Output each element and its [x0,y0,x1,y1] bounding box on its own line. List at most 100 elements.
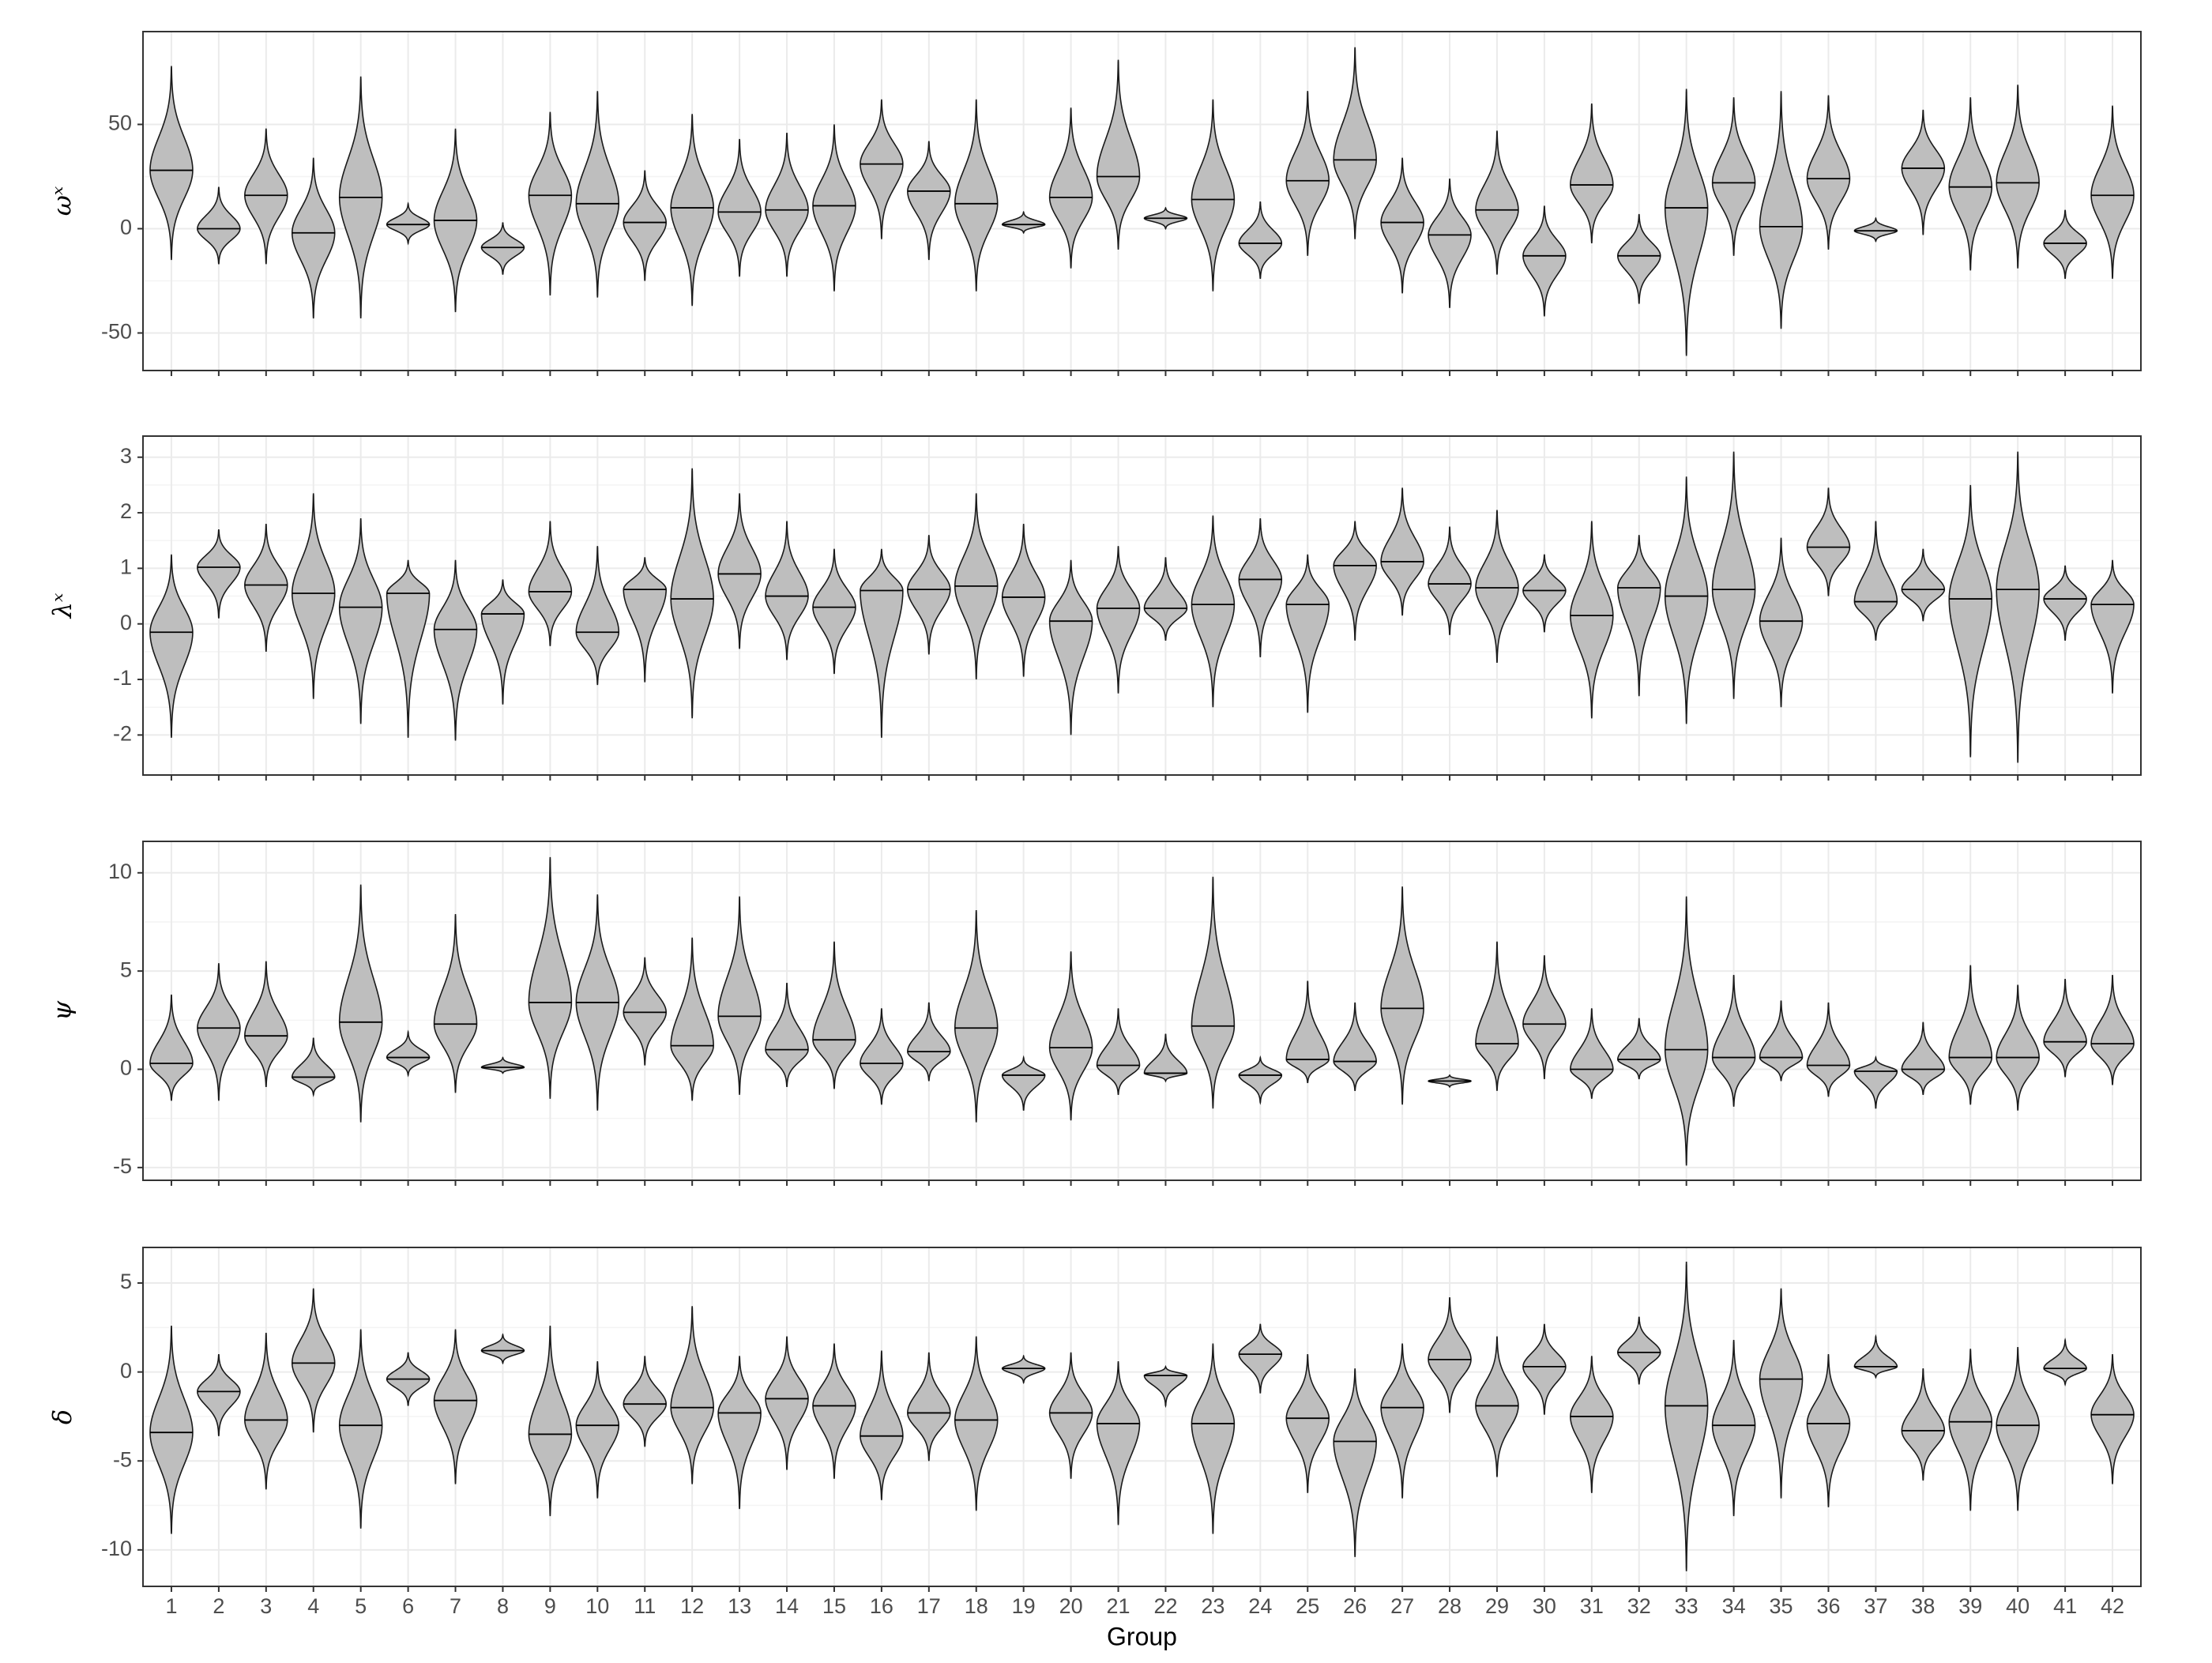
violin [1616,213,1661,304]
y-tick-label: 2 [120,499,132,523]
violin [2090,105,2135,279]
violin [1048,1352,1093,1479]
violin [1285,554,1330,713]
x-tick-label: 6 [402,1594,414,1618]
violin [717,138,762,277]
violin [812,548,856,675]
violin [2090,559,2135,694]
violin [1806,1354,1851,1507]
y-tick-label: -50 [101,320,132,344]
violin [1616,535,1661,697]
violin [1285,91,1330,256]
violin [1711,1340,1756,1517]
violin [717,493,762,649]
x-tick-label: 26 [1343,1594,1367,1618]
violin [954,1336,999,1511]
violin [1238,518,1283,657]
violin [1996,451,2040,763]
x-tick-label: 14 [775,1594,799,1618]
x-tick-label: 41 [2053,1594,2077,1618]
violin [480,579,525,705]
violin [1948,97,1993,271]
violin [575,546,620,686]
violin [528,856,573,1099]
violin [433,1329,478,1484]
violin [907,141,951,261]
x-tick-label: 20 [1059,1594,1083,1618]
x-tick-label: 39 [1958,1594,1982,1618]
x-tick-label: 33 [1675,1594,1698,1618]
x-tick-label: 9 [544,1594,556,1618]
violin [1759,91,1804,329]
violin [1475,510,1519,664]
violin [623,957,668,1066]
violin [291,157,336,319]
violin [1996,984,2040,1111]
violin [1711,975,1756,1107]
violin [1333,47,1377,239]
y-axis-title: δ [47,1409,77,1424]
y-tick-label: -2 [113,721,132,745]
violin [1948,1349,1993,1511]
violin [1238,201,1283,279]
violin [197,186,241,265]
violin [197,963,241,1101]
violin [528,1326,573,1517]
panel-background [143,32,2141,371]
violin [1901,1368,1946,1481]
violin [1096,546,1141,694]
violin [623,1356,668,1447]
violin [1475,941,1519,1091]
violin [670,468,714,719]
violin [386,1029,431,1078]
violin [1711,97,1756,256]
x-tick-label: 29 [1485,1594,1509,1618]
violin [338,884,383,1123]
violin [623,170,668,281]
violin [1711,451,1756,699]
y-axis-title: ψ [47,1000,77,1021]
x-tick-label: 18 [965,1594,988,1618]
violin [1238,1323,1283,1394]
panel-border [142,1247,2142,1587]
y-tick-label: 5 [120,958,132,981]
y-tick-label: 1 [120,555,132,579]
x-tick-label: 11 [634,1594,656,1618]
violin [291,1037,336,1097]
violin [954,99,999,292]
x-tick-label: 31 [1580,1594,1604,1618]
violin [1096,59,1141,250]
violin [1996,85,2040,269]
violin [717,896,762,1095]
violin [1664,476,1709,724]
x-tick-label: 38 [1911,1594,1935,1618]
violin [2043,209,2087,279]
violin [1048,107,1093,269]
violin [860,1008,904,1105]
violin [197,529,241,619]
violin [1380,886,1424,1105]
x-tick-label: 25 [1296,1594,1319,1618]
violin [1996,1347,2040,1511]
violin [1428,1296,1472,1413]
violin [860,99,904,239]
violin [1285,1354,1330,1493]
x-tick-label: 22 [1153,1594,1177,1618]
x-tick-label: 5 [355,1594,367,1618]
violin [1853,216,1898,243]
x-tick-label: 8 [497,1594,509,1618]
violin [1380,1343,1424,1499]
violin [528,111,573,296]
violin [1001,1354,1046,1384]
violin [1191,515,1236,708]
violin [1759,537,1804,708]
y-tick-label: 5 [120,1270,132,1293]
violin [291,1288,336,1433]
violin [1901,1022,1946,1095]
violin [1948,484,1993,758]
violin [386,559,431,738]
y-tick-label: -10 [101,1537,132,1560]
violin [149,994,194,1101]
panel-border [142,31,2142,371]
y-tick-label: 0 [120,1359,132,1383]
